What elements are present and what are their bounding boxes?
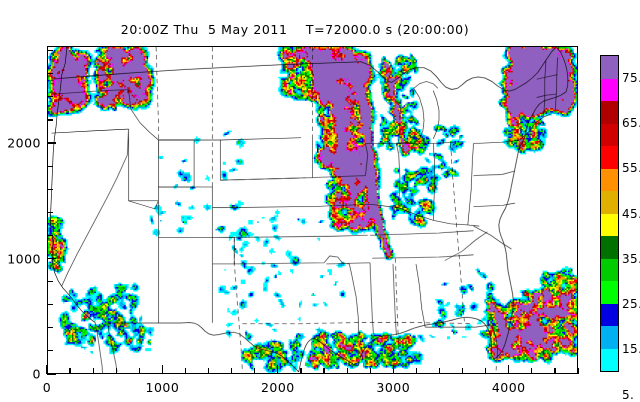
map-plot-area[interactable] — [47, 46, 578, 374]
x-axis-tick — [92, 368, 94, 374]
x-axis-tick — [184, 368, 187, 374]
y-axis-tick — [47, 50, 53, 52]
x-axis-tick — [69, 368, 71, 374]
colorbar-band — [601, 56, 618, 79]
colorbar-band — [601, 348, 618, 371]
colorbar-tick-label: 25. — [622, 297, 640, 312]
x-axis-label: 3000 — [376, 380, 411, 395]
reflectivity-colorbar[interactable] — [600, 55, 619, 372]
page-title: 20:00Z Thu 5 May 2011 T=72000.0 s (20:00… — [120, 22, 470, 37]
colorbar-band — [601, 281, 618, 304]
x-axis-tick — [369, 368, 371, 374]
y-axis-label: 1000 — [7, 251, 41, 266]
colorbar-band — [601, 146, 618, 169]
colorbar-tick-label: 65. — [622, 115, 640, 130]
x-axis-label: 0 — [42, 380, 52, 395]
colorbar-band — [601, 326, 618, 349]
x-axis-label: 4000 — [491, 380, 526, 395]
y-axis-tick — [47, 188, 53, 190]
y-axis-tick — [47, 327, 53, 329]
y-axis-label: 2000 — [7, 135, 41, 151]
colorbar-tick-label: 75. — [622, 70, 640, 85]
colorbar-tick-label: 55. — [622, 161, 640, 176]
x-axis-tick — [415, 368, 417, 374]
y-axis-tick — [47, 96, 53, 98]
x-axis-tick — [254, 368, 256, 374]
x-axis-tick — [231, 368, 233, 374]
x-axis-tick — [300, 368, 302, 374]
colorbar-band — [601, 191, 618, 214]
colorbar-band — [601, 123, 618, 146]
x-axis-tick — [508, 365, 510, 374]
x-axis-tick — [392, 365, 394, 374]
y-axis-tick — [47, 373, 56, 375]
x-axis-tick — [346, 368, 348, 374]
colorbar-tick-label: 35. — [622, 251, 640, 266]
colorbar-band — [601, 101, 618, 124]
colorbar-band — [601, 168, 618, 191]
y-axis-tick — [47, 73, 53, 75]
colorbar-band — [601, 236, 618, 259]
y-axis-tick — [47, 281, 53, 283]
colorbar-band — [601, 78, 618, 101]
x-axis-tick — [115, 368, 117, 374]
y-axis-tick — [47, 234, 53, 236]
x-axis-label: 1000 — [145, 380, 180, 395]
x-axis-label: 2000 — [260, 380, 295, 395]
colorbar-tick-label: 45. — [622, 206, 640, 221]
x-axis-tick — [138, 368, 140, 374]
reflectivity-map-canvas — [48, 47, 577, 373]
x-axis-tick — [485, 368, 487, 374]
x-axis-tick — [277, 365, 279, 374]
y-axis-tick — [47, 165, 53, 167]
y-axis-tick — [47, 350, 53, 352]
y-axis-label: 0 — [32, 366, 41, 382]
x-axis-tick — [554, 368, 556, 374]
colorbar-band — [601, 303, 618, 326]
colorbar-tick-label: 15. — [622, 342, 640, 357]
x-axis-tick — [208, 368, 210, 374]
x-axis-tick — [577, 368, 579, 374]
x-axis-tick — [323, 368, 325, 374]
y-axis-tick — [47, 119, 53, 121]
y-axis-tick — [47, 257, 56, 260]
x-axis-tick — [46, 365, 48, 374]
x-axis-tick — [438, 368, 441, 374]
x-axis-tick — [531, 368, 533, 374]
y-axis-tick — [47, 304, 53, 306]
colorbar-tick-label: 5. — [622, 387, 635, 402]
colorbar-band — [601, 213, 618, 236]
x-axis-tick — [461, 368, 464, 374]
y-axis-tick — [47, 142, 56, 144]
colorbar-band — [601, 258, 618, 281]
x-axis-tick — [161, 365, 164, 374]
y-axis-tick — [47, 211, 53, 213]
